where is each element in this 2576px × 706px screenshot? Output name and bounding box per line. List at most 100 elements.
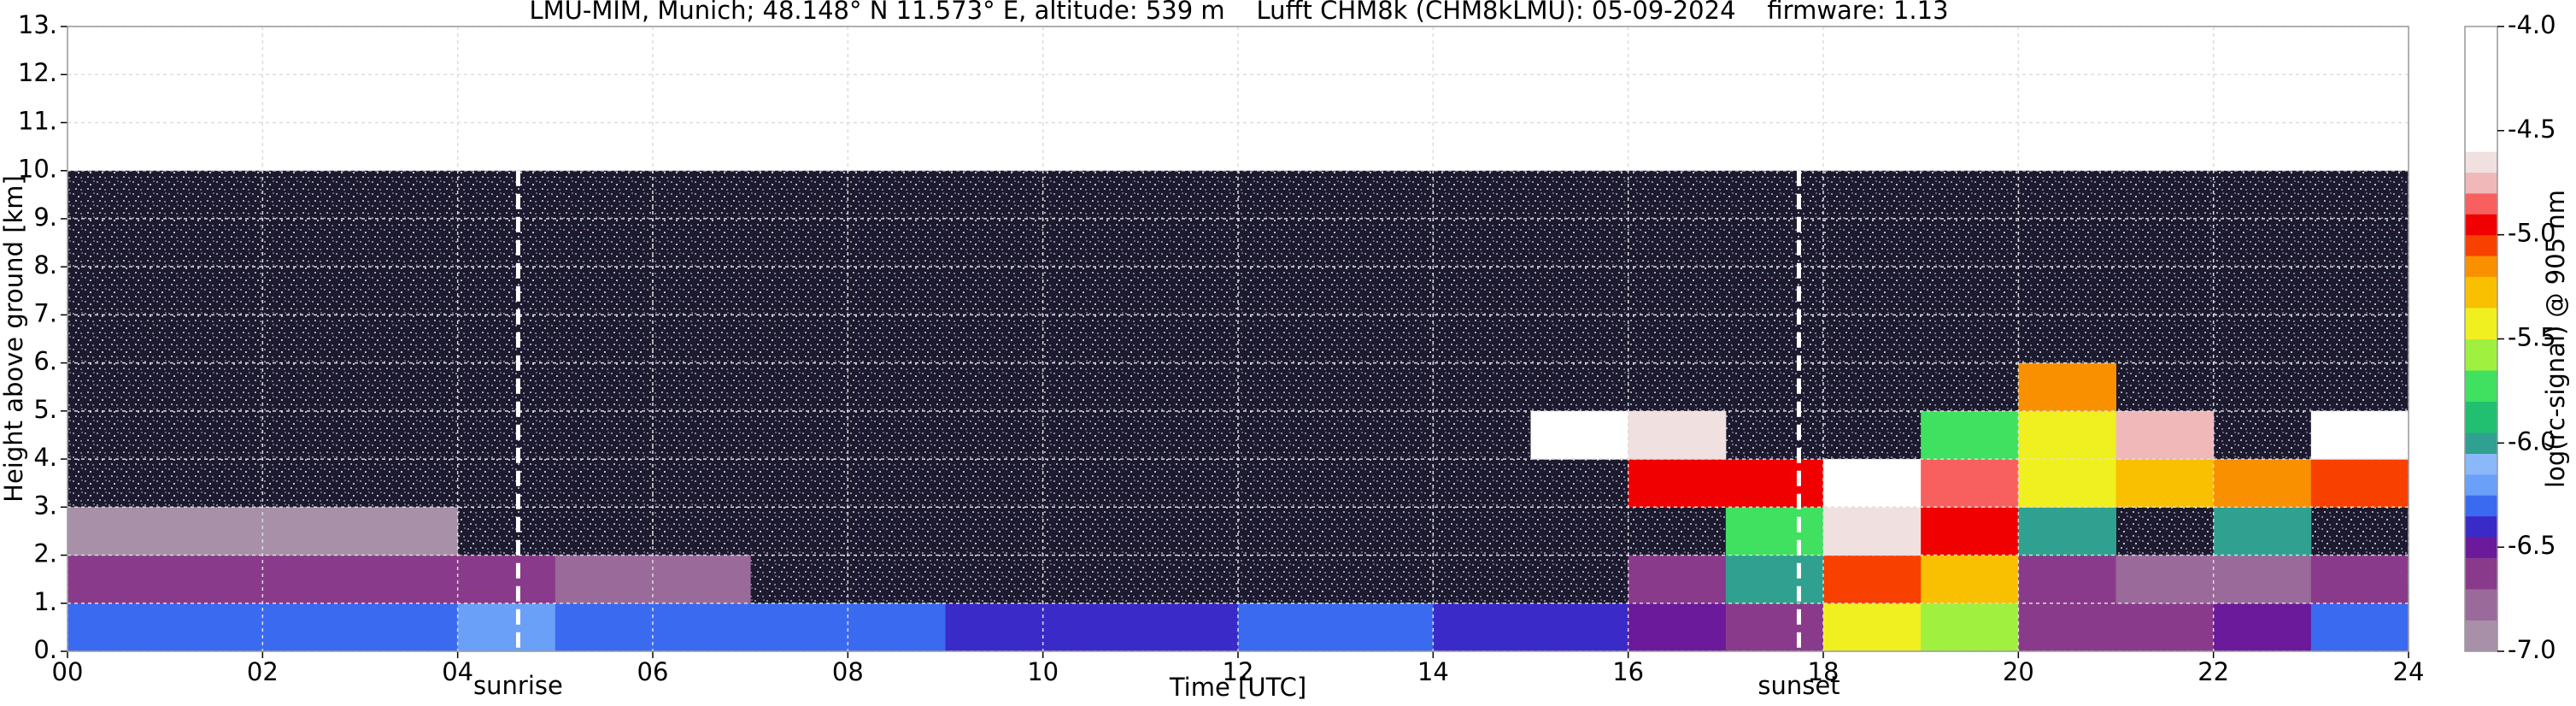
y-tick-label: 0. [33,635,57,664]
heatmap-cell [360,603,459,652]
x-tick-label: 18 [1808,657,1840,686]
colorbar-segment [2465,276,2497,309]
heatmap-cell [67,507,166,556]
annotation-label: sunset [1757,671,1840,700]
x-tick-label: 00 [52,657,84,686]
heatmap-cell [1921,459,2019,508]
heatmap-cell [1823,603,1922,652]
colorbar-segment [2465,536,2497,558]
colorbar-segment [2465,370,2497,403]
heatmap-cell [750,603,848,652]
heatmap-cell [2310,459,2409,508]
colorbar-segment [2465,453,2497,475]
x-tick-label: 08 [832,657,864,686]
heatmap-cell [67,555,166,604]
heatmap-cell [165,603,263,652]
y-tick-label: 4. [33,443,57,472]
heatmap-cell [1725,459,1824,508]
heatmap-cell [2018,410,2116,460]
colorbar-tick-label: -7.0 [2508,635,2556,664]
heatmap-cell [2213,507,2312,556]
colorbar-segment [2465,557,2497,590]
colorbar-tick-label: -6.5 [2508,531,2556,560]
x-tick-label: 02 [247,657,279,686]
y-tick-label: 8. [33,250,57,279]
colorbar-segment [2465,588,2497,621]
colorbar-segment [2465,338,2497,371]
chart-title: LMU-MIM, Munich; 48.148° N 11.573° E, al… [529,0,1948,25]
heatmap-cell [2310,410,2409,460]
heatmap-cell [1628,555,1727,604]
colorbar-segment [2465,474,2497,496]
heatmap-cell [1238,603,1336,652]
heatmap-cell [2018,603,2116,652]
heatmap-cell [1433,603,1531,652]
heatmap-cell [555,603,654,652]
heatmap-cell [1823,507,1922,556]
x-tick-label: 24 [2393,657,2425,686]
heatmap-cell [2115,459,2215,508]
x-tick-label: 22 [2198,657,2229,686]
heatmap-cell [1921,555,2019,604]
heatmap-cell [1628,603,1727,652]
x-tick-label: 20 [2003,657,2034,686]
heatmap-cell [67,603,166,652]
colorbar-tick-label: -5.0 [2508,219,2556,248]
colorbar-segment [2465,214,2497,236]
x-tick-label: 16 [1612,657,1644,686]
heatmap-cell [1921,507,2019,556]
x-axis-label: Time [UTC] [1169,673,1306,702]
colorbar-segment [2465,172,2497,194]
colorbar-segment [2465,192,2497,215]
heatmap-cell [165,555,263,604]
heatmap-cell [2115,410,2215,460]
heatmap-cell [1823,459,1922,508]
heatmap-cell [653,555,751,604]
heatmap-cell [1628,410,1727,460]
heatmap-cell [2115,603,2215,652]
plot-frame [67,26,2409,652]
heatmap-cell [457,555,556,604]
x-tick-label: 10 [1027,657,1059,686]
x-tick-label: 04 [442,657,473,686]
colorbar-segment [2465,151,2497,174]
heatmap-cell [1042,603,1141,652]
x-tick-label: 06 [637,657,669,686]
heatmap-cell [165,507,263,556]
colorbar-segment [2465,26,2497,152]
colorbar-segment [2465,515,2497,538]
heatmap-cell [1725,603,1824,652]
heatmap-cell [2018,507,2116,556]
x-tick-label: 14 [1417,657,1449,686]
heatmap-cell [945,603,1044,652]
heatmap-cell [1921,603,2019,652]
heatmap-cell [360,507,459,556]
y-tick-label: 6. [33,347,57,376]
y-tick-label: 7. [33,298,57,327]
colorbar-segment [2465,495,2497,517]
y-tick-label: 12. [18,58,57,87]
colorbar-segment [2465,620,2497,652]
heatmap-cell [848,603,946,652]
heatmap-cell [1823,555,1922,604]
heatmap-cell [2018,459,2116,508]
heatmap-cell [262,507,361,556]
heatmap-cell [2310,603,2409,652]
heatmap-cell [555,555,654,604]
heatmap-cell [1140,603,1239,652]
heatmap-cell [360,555,459,604]
colorbar-segment [2465,307,2497,339]
annotation-label: sunrise [473,671,563,700]
colorbar-tick-label: -4.5 [2508,115,2556,144]
heatmap-cell [1725,555,1824,604]
colorbar-tick-label: -6.0 [2508,427,2556,456]
colorbar-label: log(rc-signal) @ 905 nm [2541,190,2570,488]
heatmap-cell [262,555,361,604]
heatmap-cell [1725,507,1824,556]
heatmap-cell [2213,603,2312,652]
colorbar-segment [2465,401,2497,433]
heatmap-cell [2018,555,2116,604]
heatmap-cell [457,603,556,652]
heatmap-cell [262,603,361,652]
